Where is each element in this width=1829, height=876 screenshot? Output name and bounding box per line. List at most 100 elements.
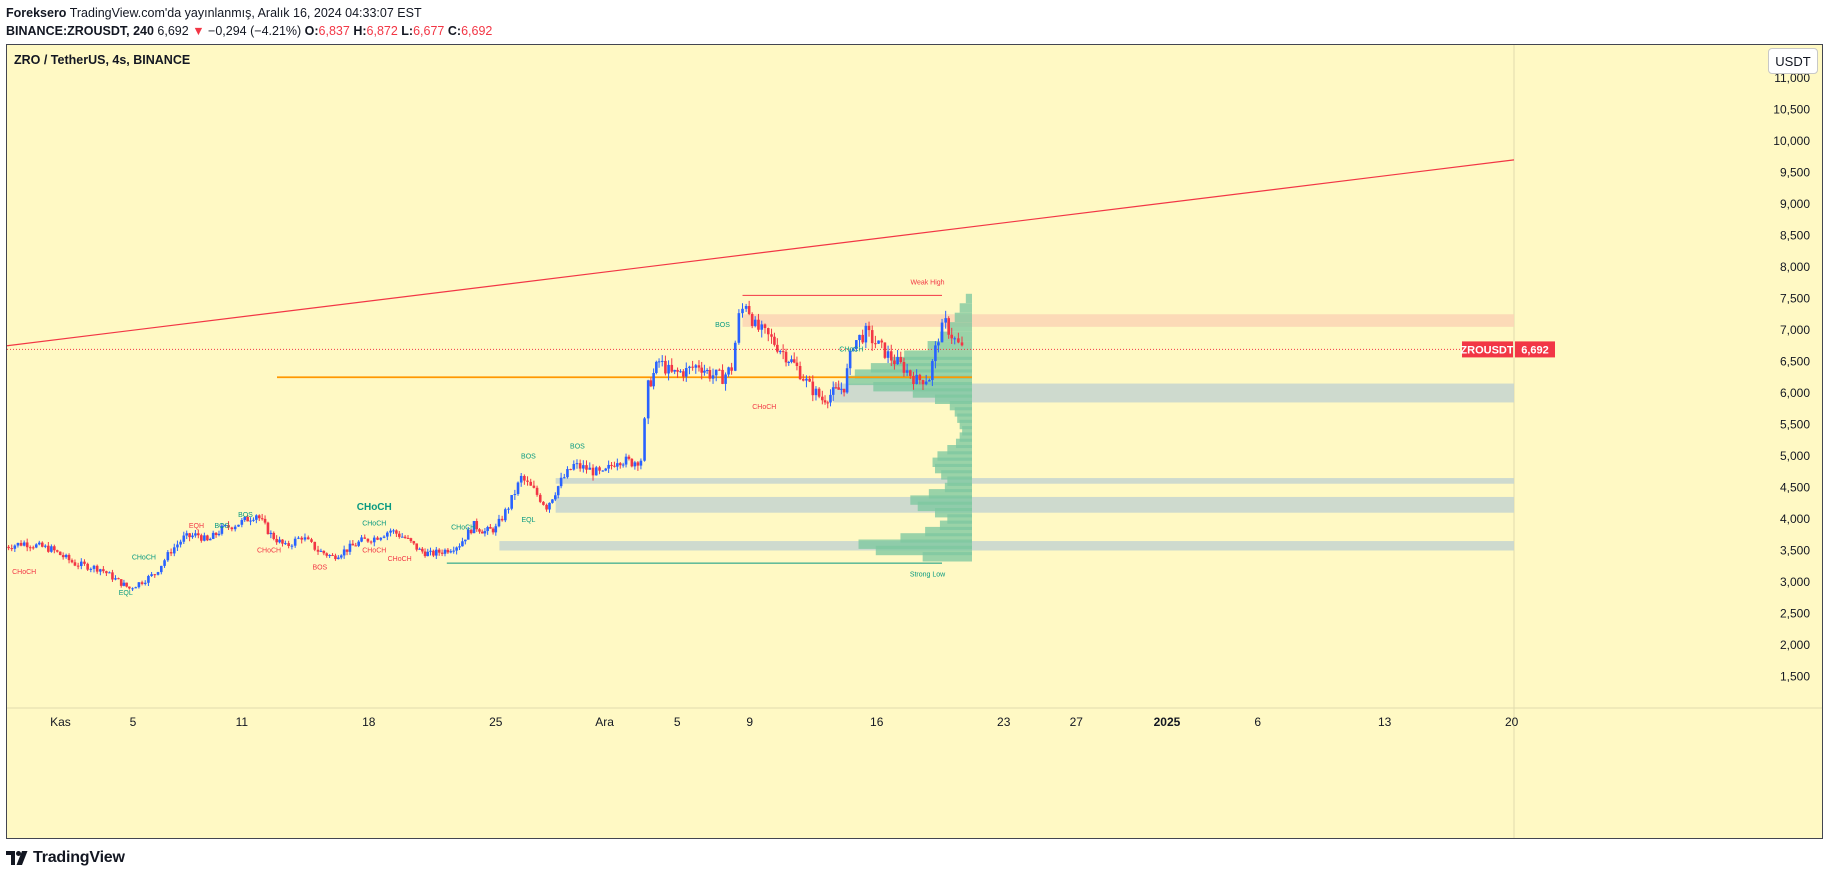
candle-body — [366, 538, 370, 542]
candle-body — [896, 357, 899, 365]
candle-body — [523, 475, 526, 481]
volume-profile-bar — [934, 463, 972, 474]
candle-body — [532, 485, 536, 488]
candle-body — [464, 539, 467, 542]
candle-body — [140, 582, 144, 584]
candle-body — [278, 539, 281, 543]
candle-body — [159, 565, 163, 573]
candle-body — [119, 579, 123, 586]
candle-body — [673, 369, 676, 372]
candle-body — [616, 463, 619, 467]
candle-body — [607, 464, 610, 469]
candle-body — [415, 543, 419, 550]
candle-body — [643, 418, 646, 461]
y-tick-label: 5,000 — [1780, 449, 1810, 463]
grid-layer — [7, 45, 1822, 838]
candle-body — [466, 529, 470, 540]
candle-body — [708, 370, 712, 379]
candle-body — [664, 360, 667, 374]
candle-body — [817, 388, 821, 397]
candle-body — [918, 374, 922, 381]
volume-profile-bar — [957, 413, 972, 423]
candle-body — [306, 537, 310, 540]
candle-body — [591, 467, 595, 476]
structure-label: CHoCH — [839, 346, 863, 353]
candle-body — [855, 340, 858, 350]
candle-body — [750, 313, 754, 326]
candle-body — [105, 571, 108, 574]
high-label: H: — [353, 24, 367, 38]
candle-body — [319, 550, 323, 552]
candle-body — [297, 537, 300, 539]
candle-body — [99, 569, 102, 572]
candle-body — [928, 380, 931, 382]
candle-body — [905, 370, 909, 373]
candle-body — [714, 369, 718, 376]
candle-body — [203, 535, 206, 541]
author-name[interactable]: Foreksero — [6, 6, 67, 20]
tradingview-brand[interactable]: TradingView — [33, 849, 125, 866]
candle-body — [516, 482, 520, 495]
volume-profile-bar — [870, 363, 972, 373]
x-tick-label: 27 — [1070, 715, 1084, 729]
publication-header: Foreksero TradingView.com'da yayınlanmış… — [6, 4, 1806, 40]
candle-body — [108, 572, 111, 574]
candle-body — [22, 542, 26, 546]
candle-body — [412, 541, 416, 544]
candle-body — [950, 334, 954, 339]
candle-body — [682, 371, 685, 377]
x-tick-label: 13 — [1378, 715, 1392, 729]
structure-label: CHoCH — [362, 520, 386, 527]
candle-body — [757, 319, 760, 330]
candle-body — [747, 306, 751, 314]
candle-body — [718, 369, 721, 371]
candle-body — [19, 542, 23, 546]
candle-body — [166, 552, 170, 561]
candle-body — [538, 494, 542, 502]
candle-body — [657, 361, 661, 363]
volume-profile-bar — [910, 495, 972, 505]
candle-body — [376, 537, 379, 540]
y-tick-label: 1,500 — [1780, 670, 1810, 684]
candle-body — [649, 380, 653, 387]
candle-body — [83, 561, 86, 564]
structure-label: BOS — [570, 443, 585, 450]
currency-button[interactable]: USDT — [1768, 48, 1818, 74]
candle-body — [730, 367, 733, 371]
volume-profile-bar — [949, 400, 972, 411]
candle-body — [814, 388, 818, 396]
volume-profile-bar — [939, 520, 972, 530]
candle-body — [618, 463, 622, 466]
candle-body — [753, 319, 757, 326]
candle-body — [551, 499, 554, 503]
structure-label: EQL — [521, 517, 535, 524]
tradingview-logo-icon[interactable] — [6, 851, 28, 865]
y-tick-label: 5,500 — [1780, 418, 1810, 432]
candle-body — [182, 535, 186, 542]
candle-body — [566, 469, 569, 478]
y-tick-label: 2,000 — [1780, 638, 1810, 652]
axes-layer: 11,000 10,500 10,000 9,500 9,000 8,500 8,000 7,… — [50, 71, 1810, 729]
candle-body — [303, 537, 307, 540]
candle-body — [206, 535, 209, 541]
chart-frame[interactable]: CHoCH EQL CHoCH EQH BOS BOS CHoCH BOS CHoCH CHoCH… — [6, 44, 1823, 839]
candle-body — [117, 578, 120, 580]
candle-body — [50, 546, 53, 552]
volume-profile-bar — [900, 533, 972, 543]
candle-body — [287, 543, 290, 547]
candle-body — [491, 528, 495, 533]
candle-body — [363, 537, 367, 539]
candle-body — [137, 582, 141, 588]
x-tick-label: 5 — [130, 715, 137, 729]
y-tick-label: 4,000 — [1780, 512, 1810, 526]
down-arrow-icon: ▼ — [192, 24, 205, 38]
candle-body — [150, 574, 153, 576]
candle-body — [960, 342, 964, 346]
zone-demand-2 — [555, 478, 1514, 484]
candle-body — [667, 364, 670, 374]
candle-body — [694, 365, 698, 368]
candle-body — [886, 351, 890, 358]
candle-body — [639, 460, 643, 466]
candle-body — [200, 535, 203, 541]
